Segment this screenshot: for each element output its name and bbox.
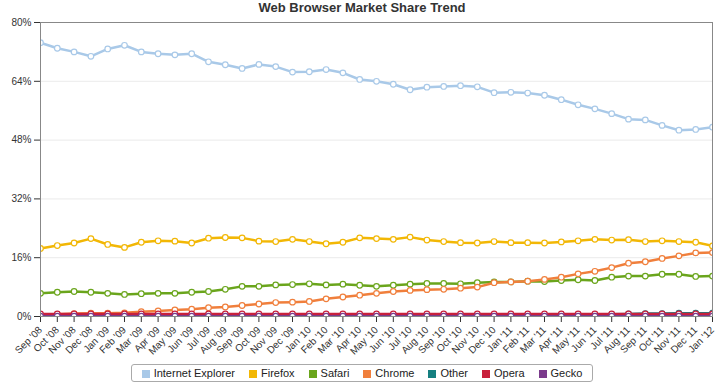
svg-text:16%: 16% bbox=[11, 252, 31, 263]
svg-text:Jan '12: Jan '12 bbox=[686, 324, 717, 355]
html-text:Internet Explorer: Internet Explorer bbox=[153, 367, 235, 379]
svg-text:Mar '09: Mar '09 bbox=[113, 324, 145, 356]
svg-text:Dec '10: Dec '10 bbox=[466, 324, 498, 356]
svg-text:Sep '09: Sep '09 bbox=[214, 324, 246, 356]
svg-text:Sep '11: Sep '11 bbox=[618, 324, 649, 356]
svg-text:Nov '09: Nov '09 bbox=[247, 324, 280, 356]
html-text:Gecko: Gecko bbox=[550, 367, 583, 379]
svg-text:Jul '11: Jul '11 bbox=[587, 324, 616, 352]
html-text:Firefox: Firefox bbox=[261, 367, 295, 379]
svg-text:Jan '10: Jan '10 bbox=[282, 324, 313, 355]
svg-text:Jun '11: Jun '11 bbox=[568, 324, 599, 355]
svg-text:May '10: May '10 bbox=[347, 324, 381, 357]
svg-text:48%: 48% bbox=[11, 134, 31, 145]
svg-text:May '11: May '11 bbox=[550, 324, 582, 356]
svg-text:Apr '09: Apr '09 bbox=[131, 324, 162, 355]
html-text:Other: Other bbox=[440, 367, 468, 379]
svg-text:Dec '11: Dec '11 bbox=[668, 324, 700, 356]
svg-text:Sep '10: Sep '10 bbox=[415, 324, 448, 356]
svg-text:Dec '08: Dec '08 bbox=[63, 324, 95, 356]
svg-text:Apr '11: Apr '11 bbox=[535, 324, 565, 354]
svg-text:Mar '10: Mar '10 bbox=[315, 324, 347, 356]
html-text:Web Browser Market Share Trend: Web Browser Market Share Trend bbox=[258, 0, 466, 15]
svg-text:Oct '09: Oct '09 bbox=[232, 324, 263, 355]
svg-text:Oct '08: Oct '08 bbox=[31, 324, 61, 355]
svg-text:Jan '11: Jan '11 bbox=[484, 324, 515, 355]
svg-text:Nov '10: Nov '10 bbox=[449, 324, 481, 356]
svg-text:0%: 0% bbox=[17, 311, 32, 322]
svg-text:Aug '09: Aug '09 bbox=[197, 324, 229, 356]
svg-text:Jul '09: Jul '09 bbox=[184, 324, 213, 353]
svg-text:Dec '09: Dec '09 bbox=[264, 324, 297, 356]
svg-text:Nov '08: Nov '08 bbox=[46, 324, 78, 356]
svg-text:Feb '09: Feb '09 bbox=[97, 324, 129, 356]
svg-text:64%: 64% bbox=[11, 76, 31, 87]
svg-text:Jun '09: Jun '09 bbox=[165, 324, 196, 355]
svg-text:Feb '11: Feb '11 bbox=[500, 324, 532, 355]
html-text:Opera: Opera bbox=[494, 367, 525, 379]
svg-text:Oct '11: Oct '11 bbox=[636, 324, 666, 354]
svg-text:Aug '11: Aug '11 bbox=[601, 324, 633, 356]
svg-text:May '09: May '09 bbox=[146, 324, 179, 357]
svg-text:32%: 32% bbox=[11, 193, 31, 204]
svg-text:Sep '08: Sep '08 bbox=[12, 324, 45, 356]
svg-text:Mar '11: Mar '11 bbox=[517, 324, 549, 355]
svg-text:Jan '09: Jan '09 bbox=[81, 324, 112, 355]
svg-text:Apr '10: Apr '10 bbox=[333, 324, 364, 355]
svg-text:80%: 80% bbox=[11, 17, 31, 28]
svg-text:Jul '10: Jul '10 bbox=[385, 324, 414, 353]
svg-text:Nov '11: Nov '11 bbox=[651, 324, 683, 356]
html-text:Chrome: Chrome bbox=[375, 367, 415, 379]
svg-text:Feb '10: Feb '10 bbox=[298, 324, 330, 356]
html-text:Safari: Safari bbox=[320, 367, 350, 379]
svg-text:Aug '10: Aug '10 bbox=[399, 324, 431, 356]
svg-text:Oct '10: Oct '10 bbox=[434, 324, 465, 355]
svg-text:Jun '10: Jun '10 bbox=[366, 324, 397, 355]
